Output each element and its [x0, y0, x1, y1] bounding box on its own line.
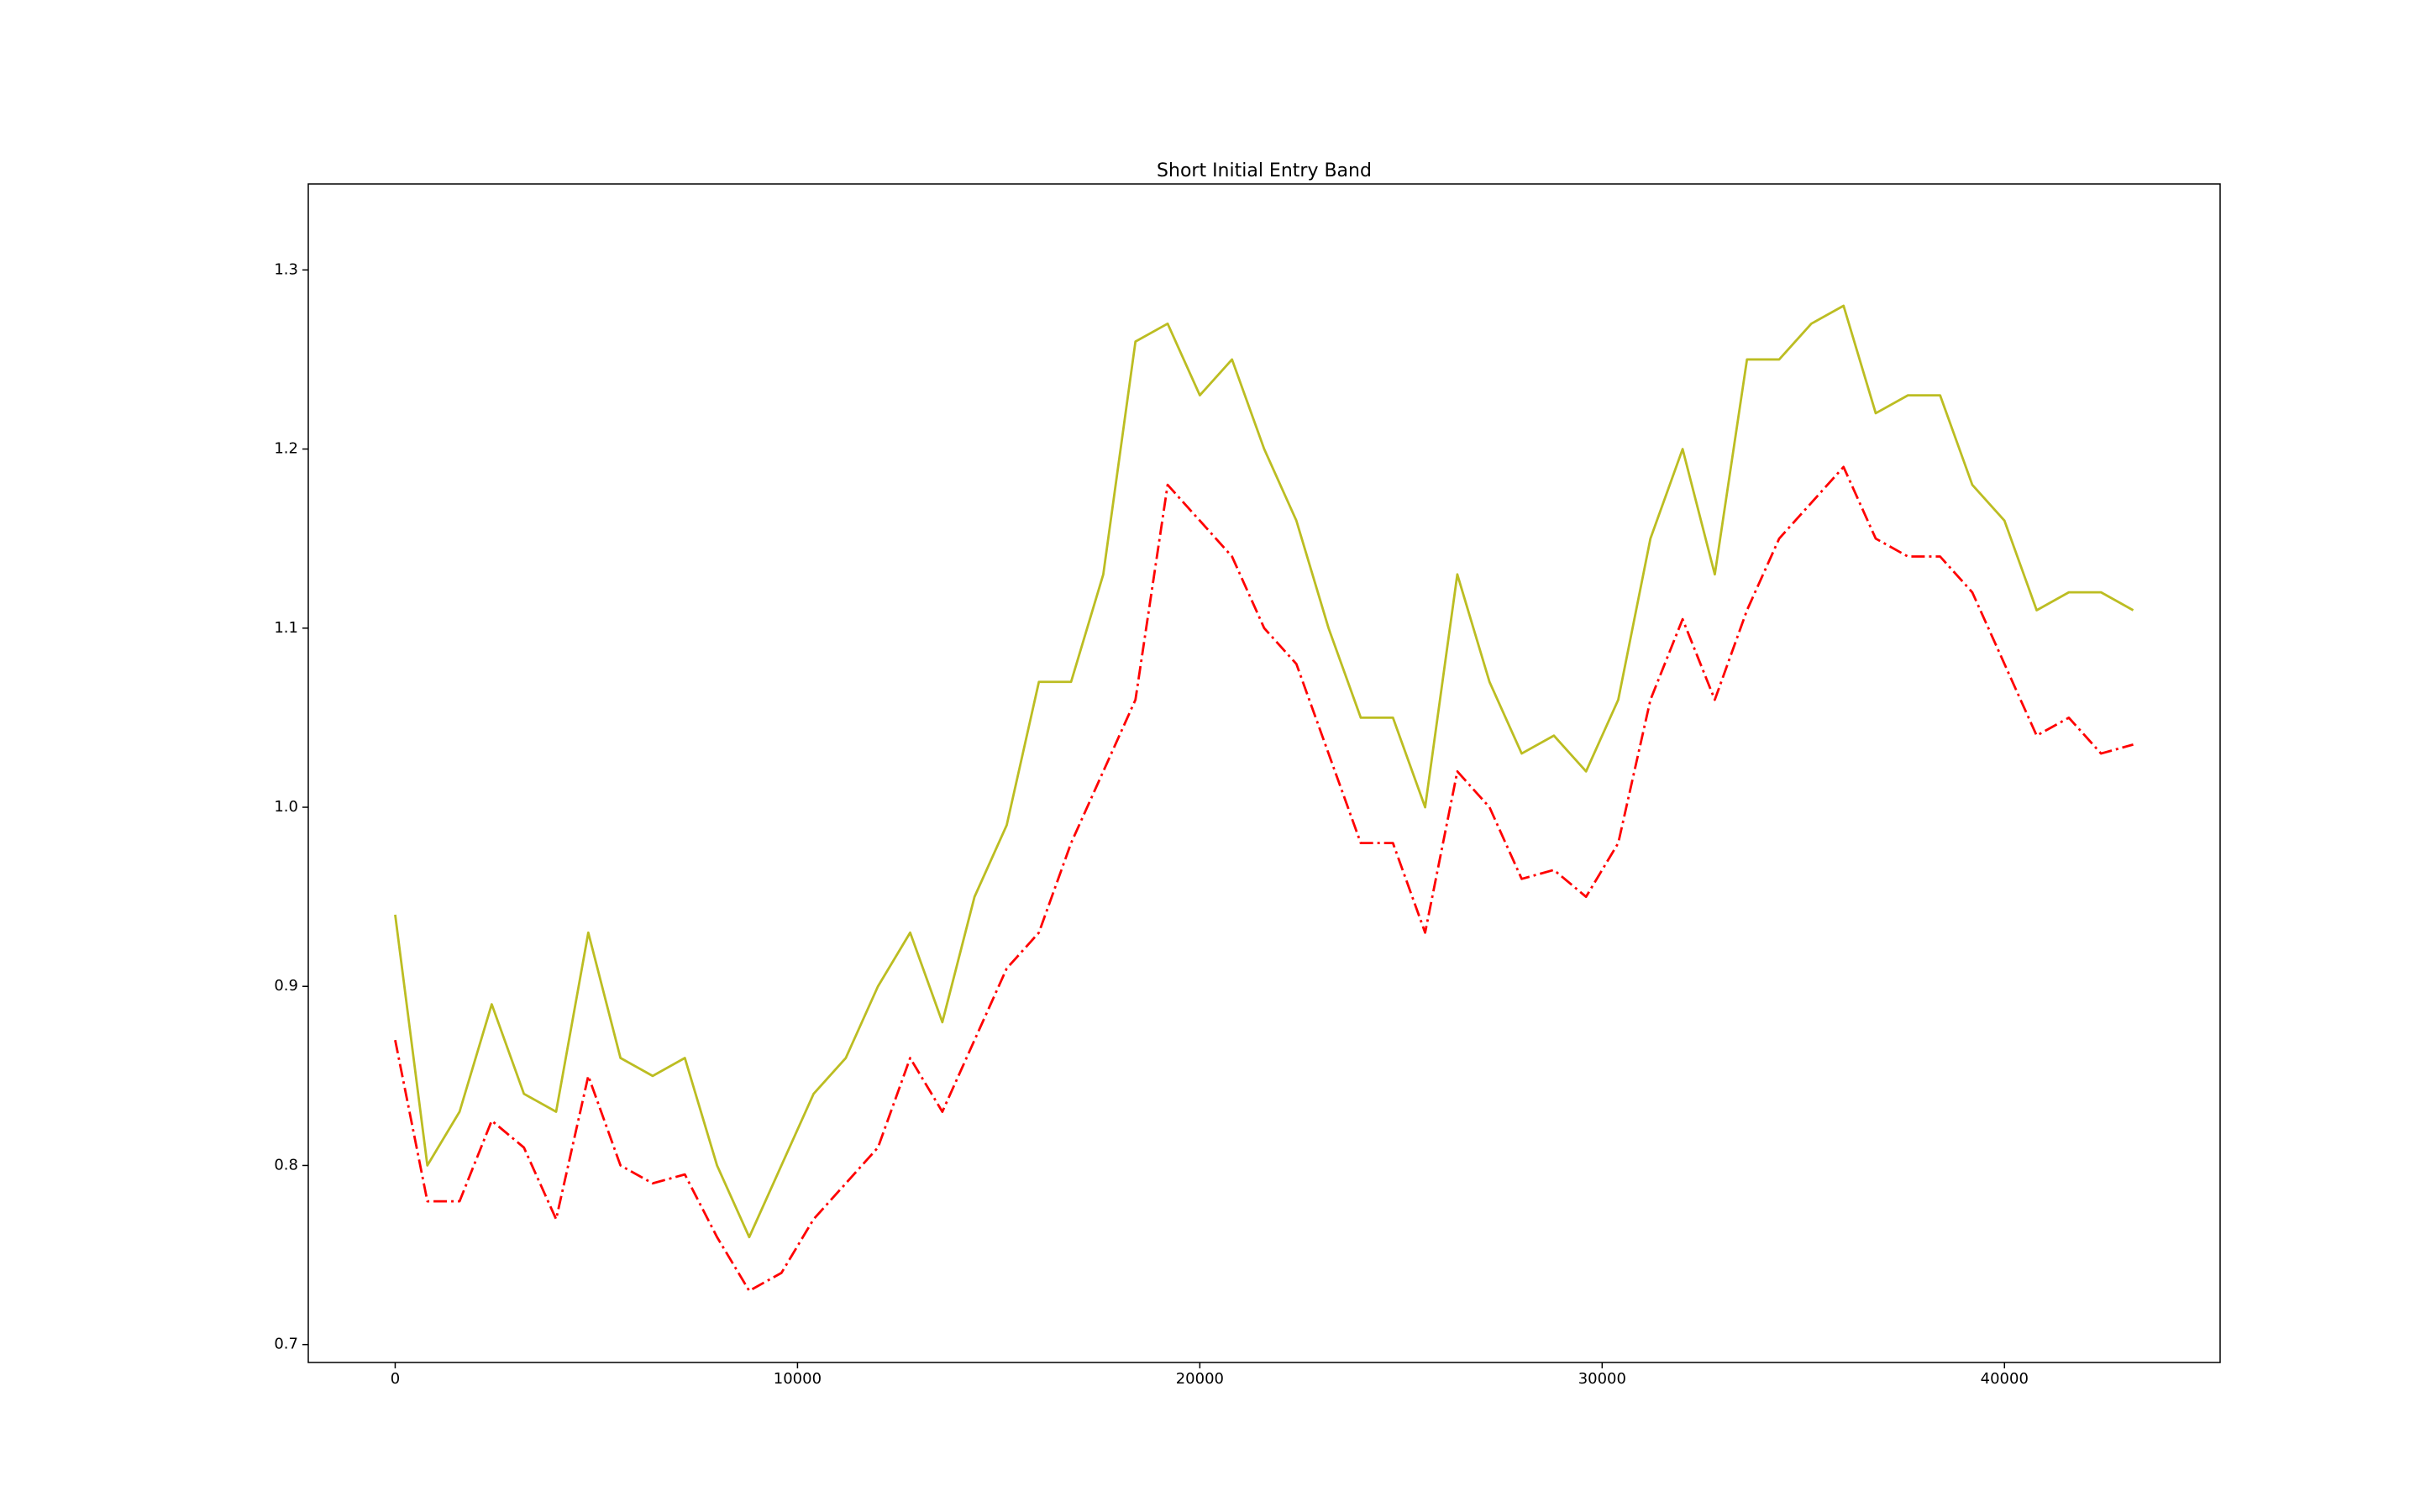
y-tick-label: 1.0 — [274, 798, 298, 816]
line-series — [394, 304, 2134, 1239]
y-tick-label: 1.2 — [274, 440, 298, 458]
x-tick-label: 20000 — [1176, 1370, 1224, 1388]
x-tick-label: 40000 — [1981, 1370, 2029, 1388]
x-tick-label: 0 — [391, 1370, 400, 1388]
chart-title: Short Initial Entry Band — [1157, 160, 1372, 181]
y-tick-label: 0.7 — [274, 1336, 298, 1353]
y-tick-label: 1.3 — [274, 260, 298, 278]
y-tick-label: 1.1 — [274, 619, 298, 637]
y-tick-label: 0.9 — [274, 977, 298, 995]
x-tick-label: 10000 — [774, 1370, 822, 1388]
x-tick-label: 30000 — [1578, 1370, 1626, 1388]
line-series — [394, 465, 2134, 1293]
plot-frame — [307, 183, 2221, 1363]
y-tick-label: 0.8 — [274, 1156, 298, 1173]
